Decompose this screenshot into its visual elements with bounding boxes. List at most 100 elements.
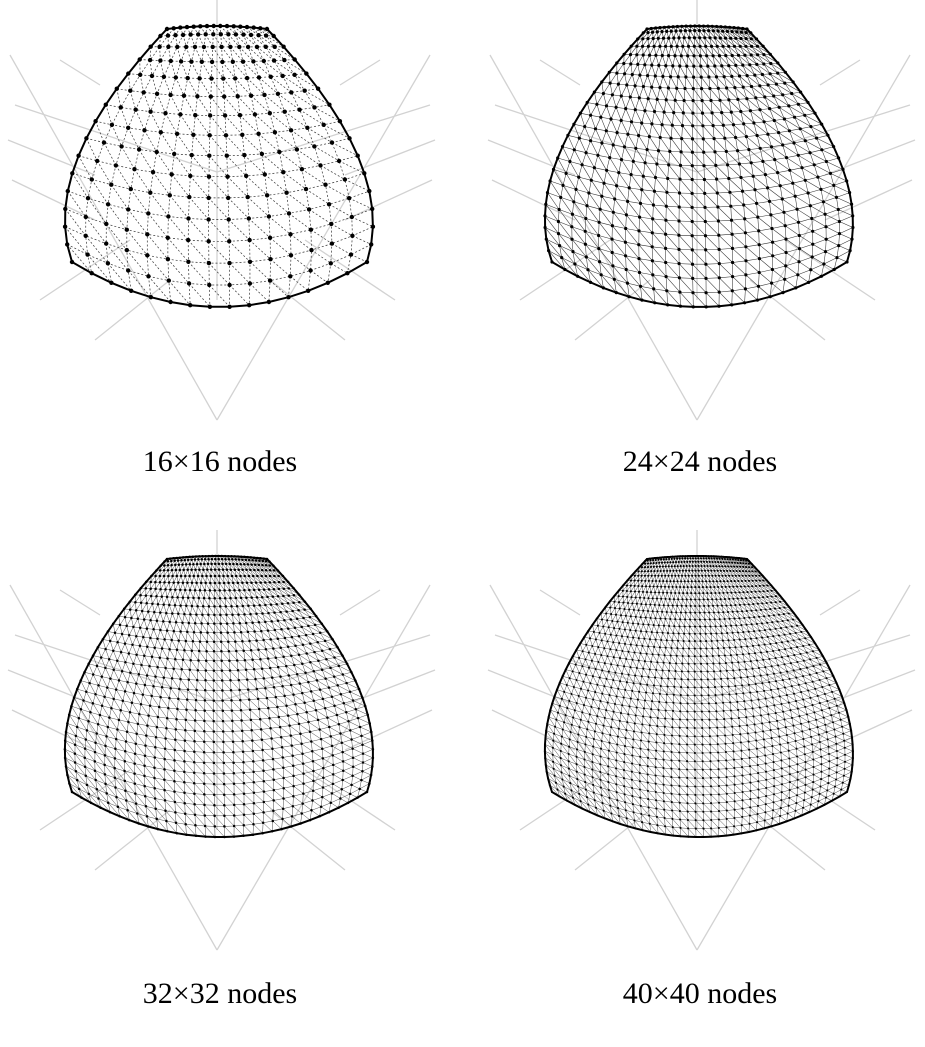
mesh-node — [137, 57, 142, 62]
mesh-node — [733, 86, 737, 90]
mesh-node — [641, 37, 645, 41]
mesh-node — [717, 276, 721, 280]
mesh-node — [89, 711, 92, 714]
mesh-node — [697, 554, 700, 558]
mesh-node — [607, 765, 610, 768]
mesh-node — [808, 204, 812, 208]
mesh-node — [700, 99, 704, 103]
mesh-node — [341, 769, 345, 772]
mesh-node — [229, 568, 233, 571]
mesh-node — [727, 44, 731, 48]
mesh-node — [694, 810, 697, 813]
mesh-node — [666, 555, 669, 559]
mesh-node — [297, 634, 301, 638]
mesh-node — [851, 750, 854, 753]
mesh-node — [718, 618, 721, 621]
mesh-node — [127, 633, 131, 637]
mesh-node — [737, 661, 740, 664]
mesh-node — [206, 568, 209, 571]
mesh-node — [623, 608, 626, 611]
mesh-node — [709, 44, 714, 48]
mesh-node — [133, 772, 136, 775]
mesh-node — [600, 739, 603, 743]
mesh-node — [276, 569, 280, 572]
mesh-node — [190, 581, 194, 585]
mesh-node — [637, 270, 642, 275]
mesh-node — [592, 745, 595, 748]
mesh-node — [691, 276, 695, 280]
mesh-node — [667, 163, 671, 167]
mesh-node — [762, 53, 766, 57]
mesh-node — [640, 570, 643, 573]
axis-grid-line — [344, 709, 433, 751]
mesh-node — [103, 763, 106, 767]
mesh-node — [160, 647, 164, 650]
mesh-node — [277, 587, 281, 591]
mesh-node — [646, 566, 650, 569]
mesh-node — [812, 765, 815, 769]
mesh-node — [109, 122, 115, 128]
mesh-node — [217, 568, 221, 571]
mesh-node — [783, 663, 786, 666]
mesh-node — [772, 649, 775, 653]
mesh-node — [728, 556, 731, 559]
mesh-edges — [544, 25, 854, 308]
mesh-node — [301, 662, 304, 665]
mesh-node — [221, 719, 225, 723]
mesh-node — [743, 603, 746, 606]
mesh-node — [757, 780, 760, 783]
mesh-node — [260, 574, 263, 578]
mesh-node — [658, 561, 661, 564]
mesh-node — [772, 769, 775, 772]
mesh-node — [163, 560, 166, 563]
mesh-node — [779, 814, 782, 818]
mesh-node — [788, 765, 791, 768]
mesh-node — [288, 724, 291, 727]
mesh-node — [755, 659, 759, 662]
mesh-node — [112, 697, 115, 701]
mesh-node — [134, 609, 138, 612]
mesh-node — [172, 667, 175, 670]
mesh-node — [623, 628, 626, 631]
mesh-node — [752, 715, 755, 718]
mesh-node — [786, 741, 789, 744]
mesh-node — [300, 812, 304, 815]
mesh-node — [688, 569, 691, 572]
mesh-node — [185, 555, 188, 559]
mesh-node — [745, 27, 749, 31]
mesh-node — [175, 717, 178, 721]
mesh-node — [743, 217, 747, 221]
mesh-node — [272, 564, 275, 567]
mesh-node — [203, 689, 207, 692]
mesh-node — [262, 172, 267, 177]
mesh-node — [617, 595, 620, 598]
mesh-node — [316, 641, 319, 644]
mesh-node — [719, 561, 722, 564]
mesh-node — [751, 585, 754, 588]
mesh-node — [313, 623, 317, 627]
mesh-node — [192, 760, 196, 764]
mesh-node — [647, 798, 650, 801]
mesh-node — [735, 556, 738, 559]
mesh-node — [732, 742, 735, 745]
mesh-node — [634, 827, 637, 830]
mesh-node — [592, 630, 595, 633]
mesh-node — [163, 111, 168, 116]
mesh-node — [599, 273, 603, 277]
mesh-node — [647, 623, 650, 626]
mesh-node — [719, 580, 722, 583]
mesh-node — [717, 810, 721, 813]
mesh-node — [824, 796, 828, 799]
mesh-node — [727, 176, 731, 181]
mesh-node — [634, 674, 637, 677]
mesh-node — [673, 625, 676, 628]
mesh-node — [679, 710, 682, 713]
mesh-node — [660, 677, 663, 680]
mesh-node — [717, 654, 720, 657]
mesh-node — [732, 569, 735, 573]
mesh-node — [235, 659, 239, 662]
mesh-node — [679, 54, 683, 58]
mesh-node — [160, 595, 164, 598]
mesh-node — [778, 607, 781, 610]
mesh-node — [209, 76, 214, 81]
